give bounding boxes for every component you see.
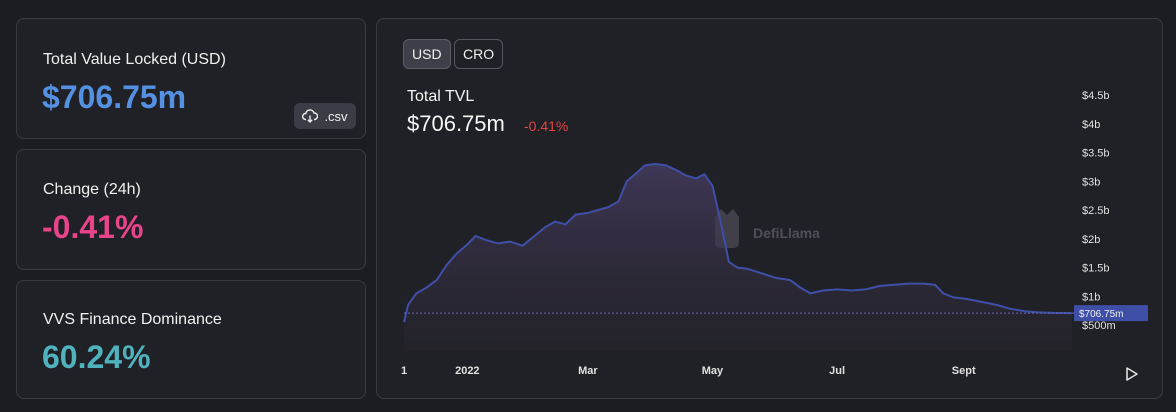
x-tick-label: Mar <box>578 365 598 377</box>
chart-title: Total TVL <box>407 88 475 105</box>
tvl-label: Total Value Locked (USD) <box>43 51 226 68</box>
change-value: -0.41% <box>42 209 144 245</box>
dominance-value: 60.24% <box>42 339 151 375</box>
y-tick-label: $1b <box>1082 291 1100 303</box>
x-tick-label: Sept <box>952 365 976 377</box>
tvl-area-chart[interactable]: DefiLlama $500m $1b $1.5b $2b $2.5b $3b $3.5b $… <box>377 19 1162 398</box>
current-value-badge-label: $706.75m <box>1079 309 1123 320</box>
tvl-line <box>403 162 1073 323</box>
dominance-label: VVS Finance Dominance <box>43 311 222 328</box>
tvl-value: $706.75m <box>42 79 187 115</box>
tvl-area <box>404 164 1072 351</box>
watermark-text: DefiLlama <box>753 225 820 241</box>
y-tick-label: $2b <box>1082 234 1100 246</box>
change-card: Change (24h) -0.41% <box>16 149 366 270</box>
x-tick-label: 1 <box>401 365 407 377</box>
csv-label: .csv <box>324 108 348 124</box>
y-tick-label: $3.5b <box>1082 148 1110 160</box>
cro-toggle[interactable]: CRO <box>454 39 504 69</box>
change-label: Change (24h) <box>43 181 141 198</box>
x-tick-label: Jul <box>829 365 845 377</box>
defillama-watermark: DefiLlama <box>715 209 820 248</box>
x-tick-label: May <box>702 365 724 377</box>
current-value-badge <box>1074 305 1148 322</box>
play-icon[interactable] <box>1125 366 1139 382</box>
usd-toggle[interactable]: USD <box>403 39 451 69</box>
download-csv-button[interactable]: .csv <box>294 103 356 129</box>
y-tick-label: $1.5b <box>1082 263 1110 275</box>
tvl-card: Total Value Locked (USD) $706.75m .csv <box>16 18 366 139</box>
x-tick-label: 2022 <box>455 365 479 377</box>
cloud-download-icon <box>302 109 319 123</box>
y-tick-label: $2.5b <box>1082 205 1110 217</box>
y-tick-label: $4b <box>1082 119 1100 131</box>
y-tick-label: $4.5b <box>1082 90 1110 102</box>
chart-current-change: -0.41% <box>524 118 569 134</box>
dominance-card: VVS Finance Dominance 60.24% <box>16 280 366 399</box>
tvl-chart-card: USD CRO Total TVL $706.75m -0.41% DefiLl… <box>376 18 1163 399</box>
chart-current-value: $706.75m <box>407 111 505 136</box>
y-tick-label: $500m <box>1082 320 1116 332</box>
y-tick-label: $3b <box>1082 176 1100 188</box>
